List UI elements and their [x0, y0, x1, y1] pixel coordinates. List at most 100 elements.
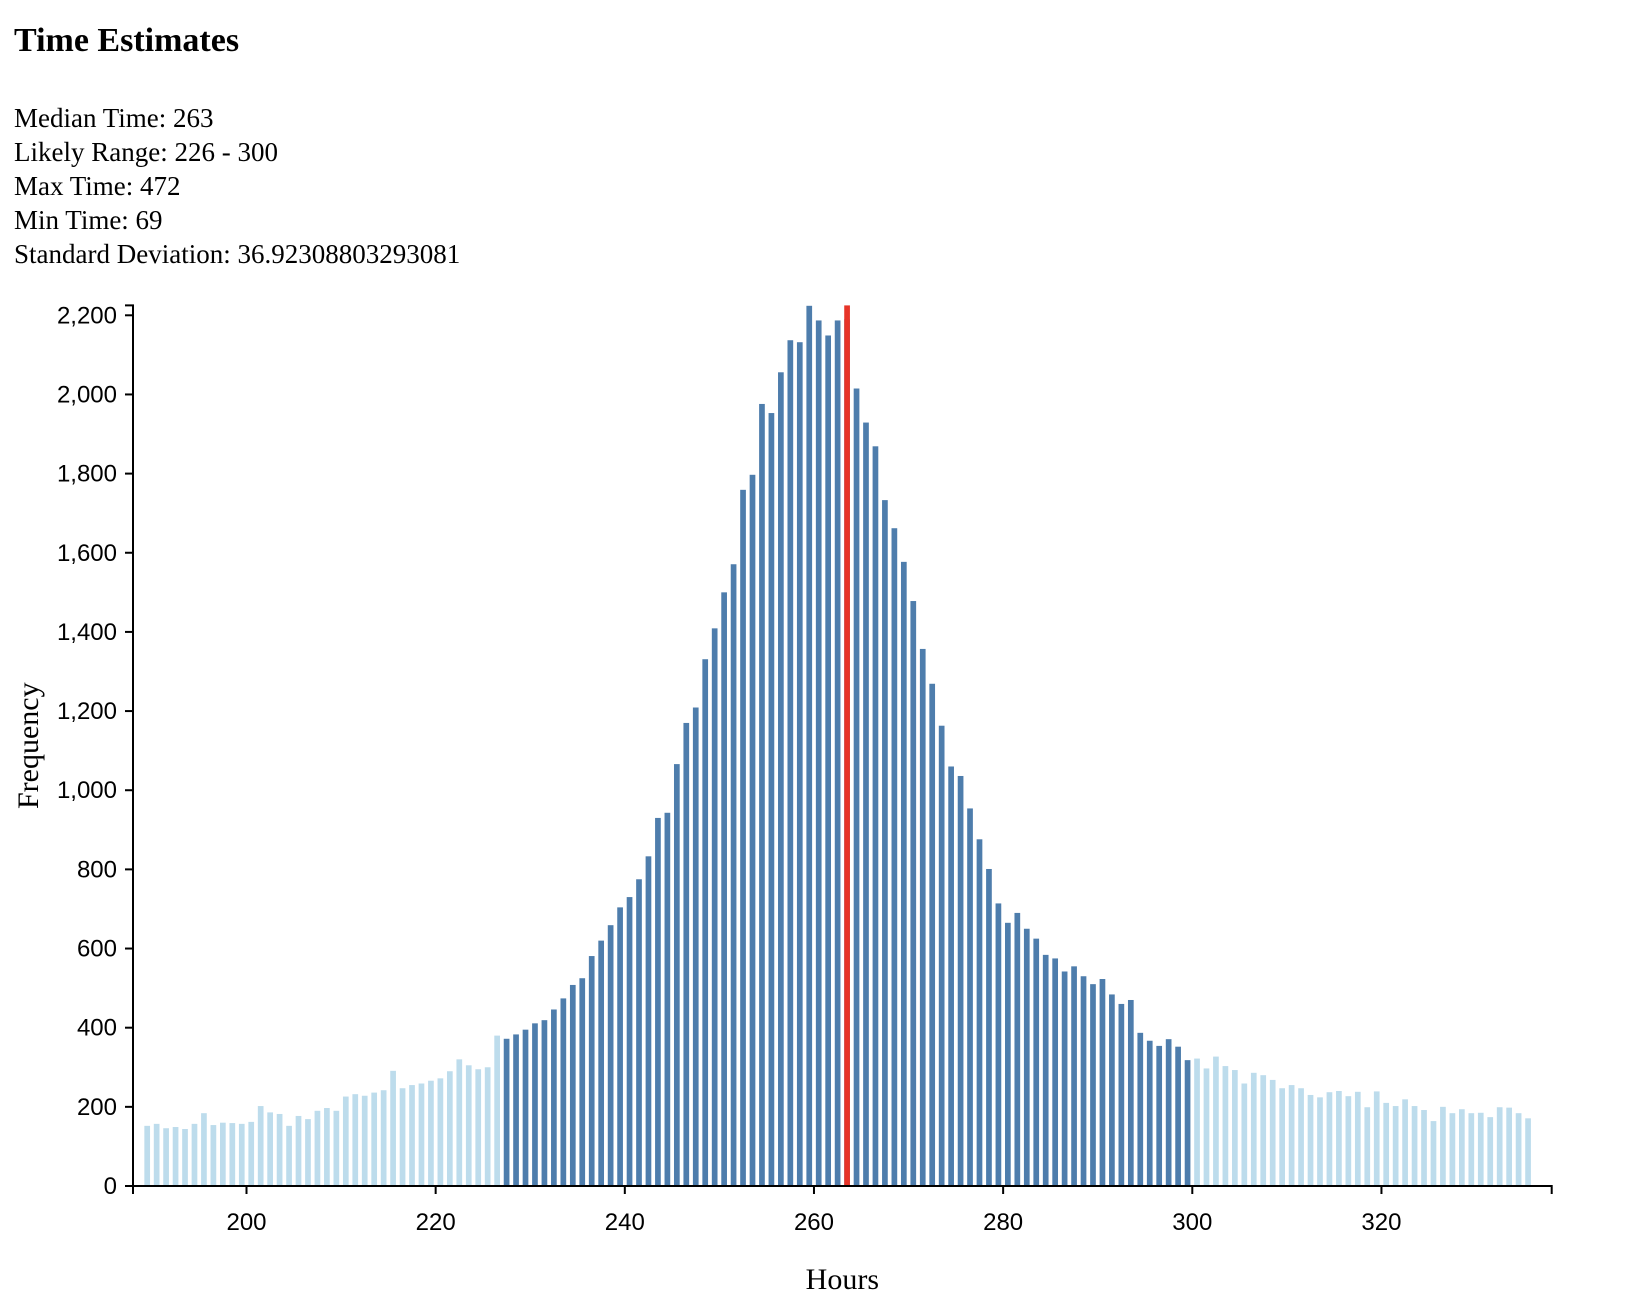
- histogram-bar-likely: [598, 940, 605, 1186]
- histogram-bar: [220, 1122, 226, 1186]
- histogram-bar-likely: [1005, 922, 1011, 1186]
- x-axis-tick-label: 300: [1172, 1209, 1212, 1236]
- histogram-bar-likely: [1118, 1003, 1125, 1186]
- histogram-bar: [333, 1110, 340, 1186]
- histogram-bar-likely: [740, 489, 746, 1187]
- histogram-bar: [465, 1065, 472, 1186]
- histogram-bar: [1468, 1113, 1475, 1186]
- histogram-bar: [1477, 1112, 1484, 1186]
- histogram-bar: [1506, 1107, 1512, 1186]
- histogram-bar: [1515, 1113, 1522, 1186]
- histogram-bar: [342, 1096, 349, 1186]
- histogram-bar: [352, 1094, 359, 1186]
- histogram-bar: [1392, 1106, 1399, 1186]
- histogram-bar: [1260, 1075, 1267, 1186]
- y-axis-tick-label: 400: [77, 1015, 117, 1042]
- histogram-bar-likely: [522, 1029, 529, 1186]
- histogram-bar-likely: [815, 320, 822, 1186]
- histogram-bar: [153, 1123, 160, 1186]
- histogram-bar-likely: [768, 413, 775, 1186]
- histogram-bar: [229, 1123, 236, 1186]
- histogram-bar-likely: [655, 817, 661, 1186]
- histogram-bar: [380, 1090, 387, 1186]
- x-axis-tick-label: 240: [605, 1209, 645, 1236]
- histogram-bar: [446, 1071, 453, 1186]
- histogram-bar: [267, 1112, 273, 1186]
- histogram-bar: [1383, 1102, 1390, 1186]
- histogram-bar: [409, 1085, 415, 1186]
- histogram-bar-likely: [1061, 971, 1068, 1186]
- histogram-bar-likely: [1165, 1039, 1172, 1186]
- histogram-bar: [238, 1123, 245, 1186]
- histogram-bar: [1345, 1096, 1352, 1186]
- histogram-bar-likely: [1033, 938, 1040, 1186]
- histogram-bar-likely: [692, 707, 699, 1186]
- stat-likely-range: Likely Range: 226 - 300: [14, 137, 278, 167]
- y-axis-title: Frequency: [12, 682, 45, 809]
- histogram-bar-likely: [664, 812, 671, 1186]
- histogram-bar-likely: [541, 1020, 548, 1186]
- stats-block: Median Time: 263 Likely Range: 226 - 300…: [14, 101, 460, 271]
- histogram-bar: [276, 1113, 283, 1186]
- histogram-bar-likely: [778, 372, 784, 1186]
- histogram-bar-likely: [787, 340, 794, 1187]
- histogram-bar: [210, 1125, 217, 1186]
- histogram-bar: [1213, 1056, 1219, 1186]
- y-axis-tick-label: 1,200: [57, 698, 117, 725]
- stat-median-time: Median Time: 263: [14, 103, 214, 133]
- histogram-bar-likely: [872, 446, 879, 1186]
- histogram-bar: [1194, 1058, 1200, 1186]
- histogram-bar: [1250, 1072, 1257, 1186]
- histogram-bar: [475, 1069, 482, 1186]
- histogram-bar-likely: [683, 722, 690, 1186]
- y-axis-tick-label: 1,400: [57, 619, 117, 646]
- histogram-bar: [1354, 1091, 1361, 1186]
- histogram-bar-likely: [702, 659, 709, 1186]
- histogram-bar: [172, 1127, 179, 1186]
- histogram-bar-likely: [1137, 1032, 1144, 1186]
- median-line: [844, 305, 850, 1186]
- histogram-bar-likely: [626, 897, 633, 1186]
- histogram-bar: [418, 1083, 425, 1186]
- histogram-bar-likely: [617, 907, 623, 1186]
- histogram-bar-likely: [579, 978, 586, 1186]
- histogram-bar-likely: [1099, 979, 1106, 1186]
- histogram-bar-likely: [730, 564, 737, 1186]
- histogram-bar-likely: [569, 984, 576, 1186]
- histogram-bar-likely: [1023, 928, 1030, 1186]
- histogram-bar-likely: [882, 500, 888, 1186]
- histogram-bar: [324, 1108, 330, 1186]
- histogram-bar-likely: [503, 1038, 510, 1186]
- histogram-bar: [1307, 1094, 1314, 1186]
- histogram-bar: [144, 1125, 151, 1186]
- histogram-bar: [182, 1129, 188, 1186]
- stat-min-time: Min Time: 69: [14, 205, 163, 235]
- histogram-bar-likely: [1127, 999, 1134, 1186]
- histogram-bar-likely: [1052, 958, 1059, 1186]
- histogram-bar: [1525, 1118, 1531, 1186]
- histogram-bar-likely: [513, 1034, 519, 1186]
- y-axis-tick-label: 1,600: [57, 540, 117, 567]
- histogram-bar-likely: [976, 839, 983, 1186]
- histogram-bar-likely: [900, 561, 907, 1186]
- histogram-bar: [390, 1070, 396, 1186]
- histogram-bar: [484, 1067, 491, 1186]
- histogram-bar: [1317, 1097, 1323, 1186]
- x-axis-tick-label: 280: [983, 1209, 1023, 1236]
- histogram-bar-likely: [1156, 1045, 1163, 1186]
- histogram-bar: [1298, 1088, 1304, 1186]
- histogram-bar-likely: [1146, 1040, 1153, 1186]
- histogram-bar: [295, 1115, 302, 1186]
- page-title: Time Estimates: [14, 22, 240, 59]
- histogram-bar-likely: [1042, 954, 1049, 1186]
- y-axis-tick-label: 2,000: [57, 381, 117, 408]
- histogram-bar: [1487, 1117, 1494, 1186]
- histogram-bar-likely: [749, 474, 756, 1186]
- histogram-bar-likely: [1071, 966, 1077, 1186]
- histogram-bar-likely: [929, 683, 936, 1186]
- x-axis-line: [132, 1185, 1553, 1194]
- histogram-bar: [371, 1092, 378, 1186]
- histogram-bar-likely: [919, 648, 926, 1186]
- histogram-bar: [1279, 1088, 1285, 1186]
